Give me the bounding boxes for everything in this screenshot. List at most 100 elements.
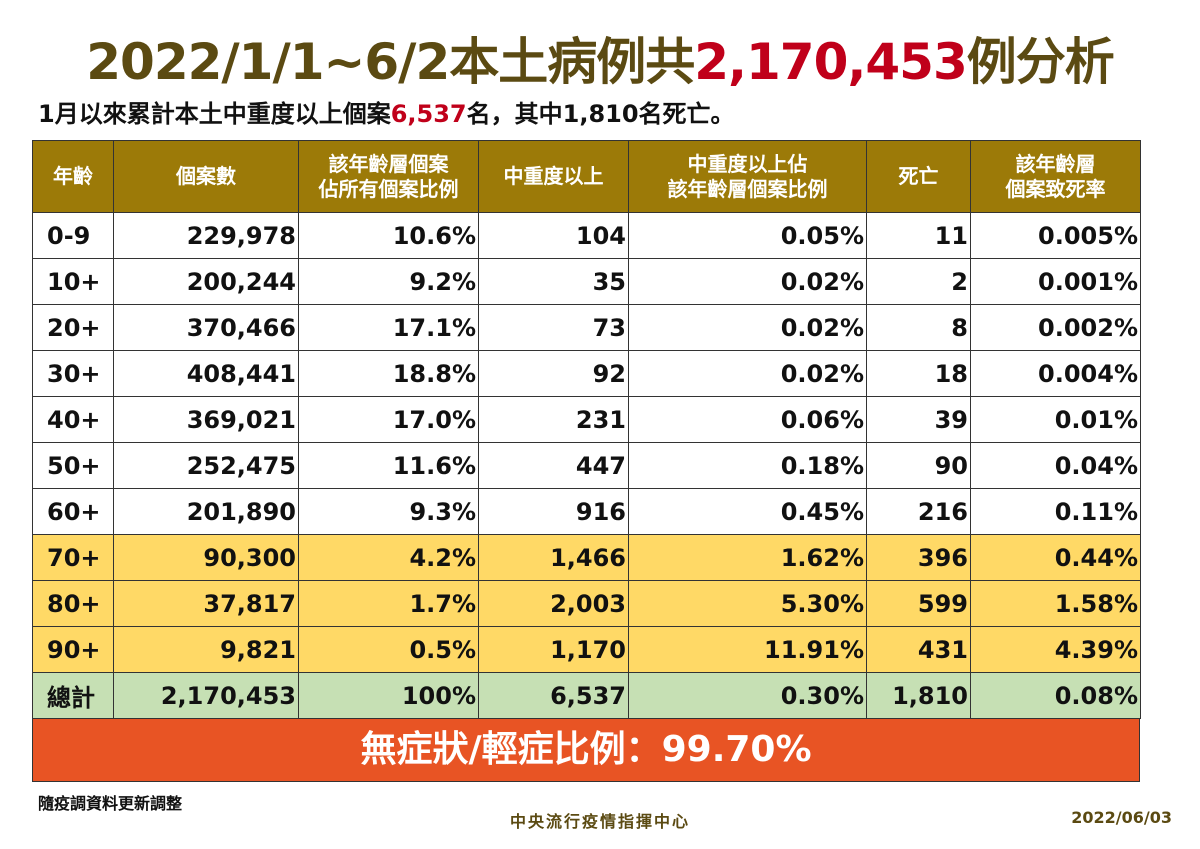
table-row: 0-9 229,978 10.6% 104 0.05% 11 0.005%: [32, 212, 1141, 259]
column-header: 年齡: [32, 140, 114, 213]
data-cell: 18.8%: [298, 350, 479, 397]
subtitle-severe-count: 6,537: [390, 100, 467, 128]
data-cell: 0.02%: [628, 350, 867, 397]
table-row: 90+ 9,821 0.5% 1,170 11.91% 431 4.39%: [32, 626, 1141, 673]
age-group-cell: 50+: [32, 442, 114, 489]
data-cell: 0.06%: [628, 396, 867, 443]
table-header-row: 年齡 個案數 該年齡層個案 佔所有個案比例 中重度以上 中重度以上佔 該年齡層個案比例 死亡該…: [32, 140, 1141, 213]
table-row: 50+ 252,475 11.6% 447 0.18% 90 0.04%: [32, 442, 1141, 489]
table-row: 30+ 408,441 18.8% 92 0.02% 18 0.004%: [32, 350, 1141, 397]
data-cell: 9,821: [113, 626, 299, 673]
subtitle-prefix: 1月以來累計本土中重度以上個案: [38, 100, 391, 128]
data-cell: 2,170,453: [113, 672, 299, 719]
column-header: 該年齡層 個案致死率: [970, 140, 1141, 213]
data-cell: 1.58%: [970, 580, 1141, 627]
data-cell: 1,810: [866, 672, 971, 719]
column-header: 中重度以上佔 該年齡層個案比例: [628, 140, 867, 213]
data-cell: 11.91%: [628, 626, 867, 673]
data-cell: 35: [478, 258, 629, 305]
data-cell: 0.01%: [970, 396, 1141, 443]
data-cell: 1.7%: [298, 580, 479, 627]
table-row: 40+ 369,021 17.0% 231 0.06% 39 0.01%: [32, 396, 1141, 443]
data-cell: 916: [478, 488, 629, 535]
data-cell: 4.39%: [970, 626, 1141, 673]
footnote: 隨疫調資料更新調整: [38, 794, 183, 813]
data-cell: 0.30%: [628, 672, 867, 719]
data-cell: 6,537: [478, 672, 629, 719]
data-cell: 18: [866, 350, 971, 397]
title-suffix: 例分析: [966, 33, 1115, 91]
data-cell: 0.44%: [970, 534, 1141, 581]
column-header: 個案數: [113, 140, 299, 213]
data-cell: 0.04%: [970, 442, 1141, 489]
data-cell: 8: [866, 304, 971, 351]
data-cell: 73: [478, 304, 629, 351]
data-cell: 92: [478, 350, 629, 397]
data-cell: 0.18%: [628, 442, 867, 489]
data-cell: 104: [478, 212, 629, 259]
age-group-cell: 20+: [32, 304, 114, 351]
age-group-cell: 40+: [32, 396, 114, 443]
table-row: 20+ 370,466 17.1% 73 0.02% 8 0.002%: [32, 304, 1141, 351]
table-row: 60+ 201,890 9.3% 916 0.45% 216 0.11%: [32, 488, 1141, 535]
age-group-cell: 10+: [32, 258, 114, 305]
subtitle: 1月以來累計本土中重度以上個案6,537名，其中1,810名死亡。: [38, 94, 735, 129]
organization-name: 中央流行疫情指揮中心: [509, 812, 690, 831]
data-cell: 369,021: [113, 396, 299, 443]
column-header: 該年齡層個案 佔所有個案比例: [298, 140, 479, 213]
subtitle-suffix: 名，其中1,810名死亡。: [466, 100, 735, 128]
data-cell: 0.05%: [628, 212, 867, 259]
data-cell: 0.002%: [970, 304, 1141, 351]
data-cell: 2: [866, 258, 971, 305]
data-cell: 9.2%: [298, 258, 479, 305]
data-cell: 200,244: [113, 258, 299, 305]
total-row: 總計 2,170,453 100% 6,537 0.30% 1,810 0.08%: [32, 672, 1141, 719]
data-cell: 2,003: [478, 580, 629, 627]
data-cell: 1,170: [478, 626, 629, 673]
data-cell: 396: [866, 534, 971, 581]
data-cell: 0.02%: [628, 258, 867, 305]
data-cell: 0.02%: [628, 304, 867, 351]
age-analysis-table: 年齡 個案數 該年齡層個案 佔所有個案比例 中重度以上 中重度以上佔 該年齡層個案比例 死亡該…: [32, 140, 1141, 719]
data-cell: 0.004%: [970, 350, 1141, 397]
column-header: 中重度以上: [478, 140, 629, 213]
data-cell: 17.0%: [298, 396, 479, 443]
data-cell: 11.6%: [298, 442, 479, 489]
data-cell: 0.45%: [628, 488, 867, 535]
data-cell: 0.005%: [970, 212, 1141, 259]
data-cell: 100%: [298, 672, 479, 719]
data-cell: 0.11%: [970, 488, 1141, 535]
data-cell: 0.5%: [298, 626, 479, 673]
data-cell: 231: [478, 396, 629, 443]
data-cell: 229,978: [113, 212, 299, 259]
data-cell: 10.6%: [298, 212, 479, 259]
age-group-cell: 30+: [32, 350, 114, 397]
data-cell: 1.62%: [628, 534, 867, 581]
age-group-cell: 60+: [32, 488, 114, 535]
age-group-cell: 總計: [32, 672, 114, 719]
data-cell: 408,441: [113, 350, 299, 397]
data-cell: 252,475: [113, 442, 299, 489]
data-cell: 0.001%: [970, 258, 1141, 305]
data-cell: 370,466: [113, 304, 299, 351]
data-cell: 447: [478, 442, 629, 489]
data-cell: 90,300: [113, 534, 299, 581]
publish-date: 2022/06/03: [1071, 808, 1172, 827]
column-header: 死亡: [866, 140, 971, 213]
data-cell: 11: [866, 212, 971, 259]
table-row: 80+ 37,817 1.7% 2,003 5.30% 599 1.58%: [32, 580, 1141, 627]
data-cell: 4.2%: [298, 534, 479, 581]
data-cell: 431: [866, 626, 971, 673]
page-title: 2022/1/1~6/2本土病例共2,170,453例分析: [0, 22, 1200, 94]
data-cell: 1,466: [478, 534, 629, 581]
data-cell: 216: [866, 488, 971, 535]
data-cell: 90: [866, 442, 971, 489]
data-cell: 5.30%: [628, 580, 867, 627]
title-total-cases: 2,170,453: [694, 33, 968, 91]
age-group-cell: 70+: [32, 534, 114, 581]
table-row: 10+ 200,244 9.2% 35 0.02% 2 0.001%: [32, 258, 1141, 305]
age-group-cell: 80+: [32, 580, 114, 627]
data-cell: 9.3%: [298, 488, 479, 535]
data-cell: 37,817: [113, 580, 299, 627]
title-prefix: 2022/1/1~6/2本土病例共: [86, 33, 695, 91]
